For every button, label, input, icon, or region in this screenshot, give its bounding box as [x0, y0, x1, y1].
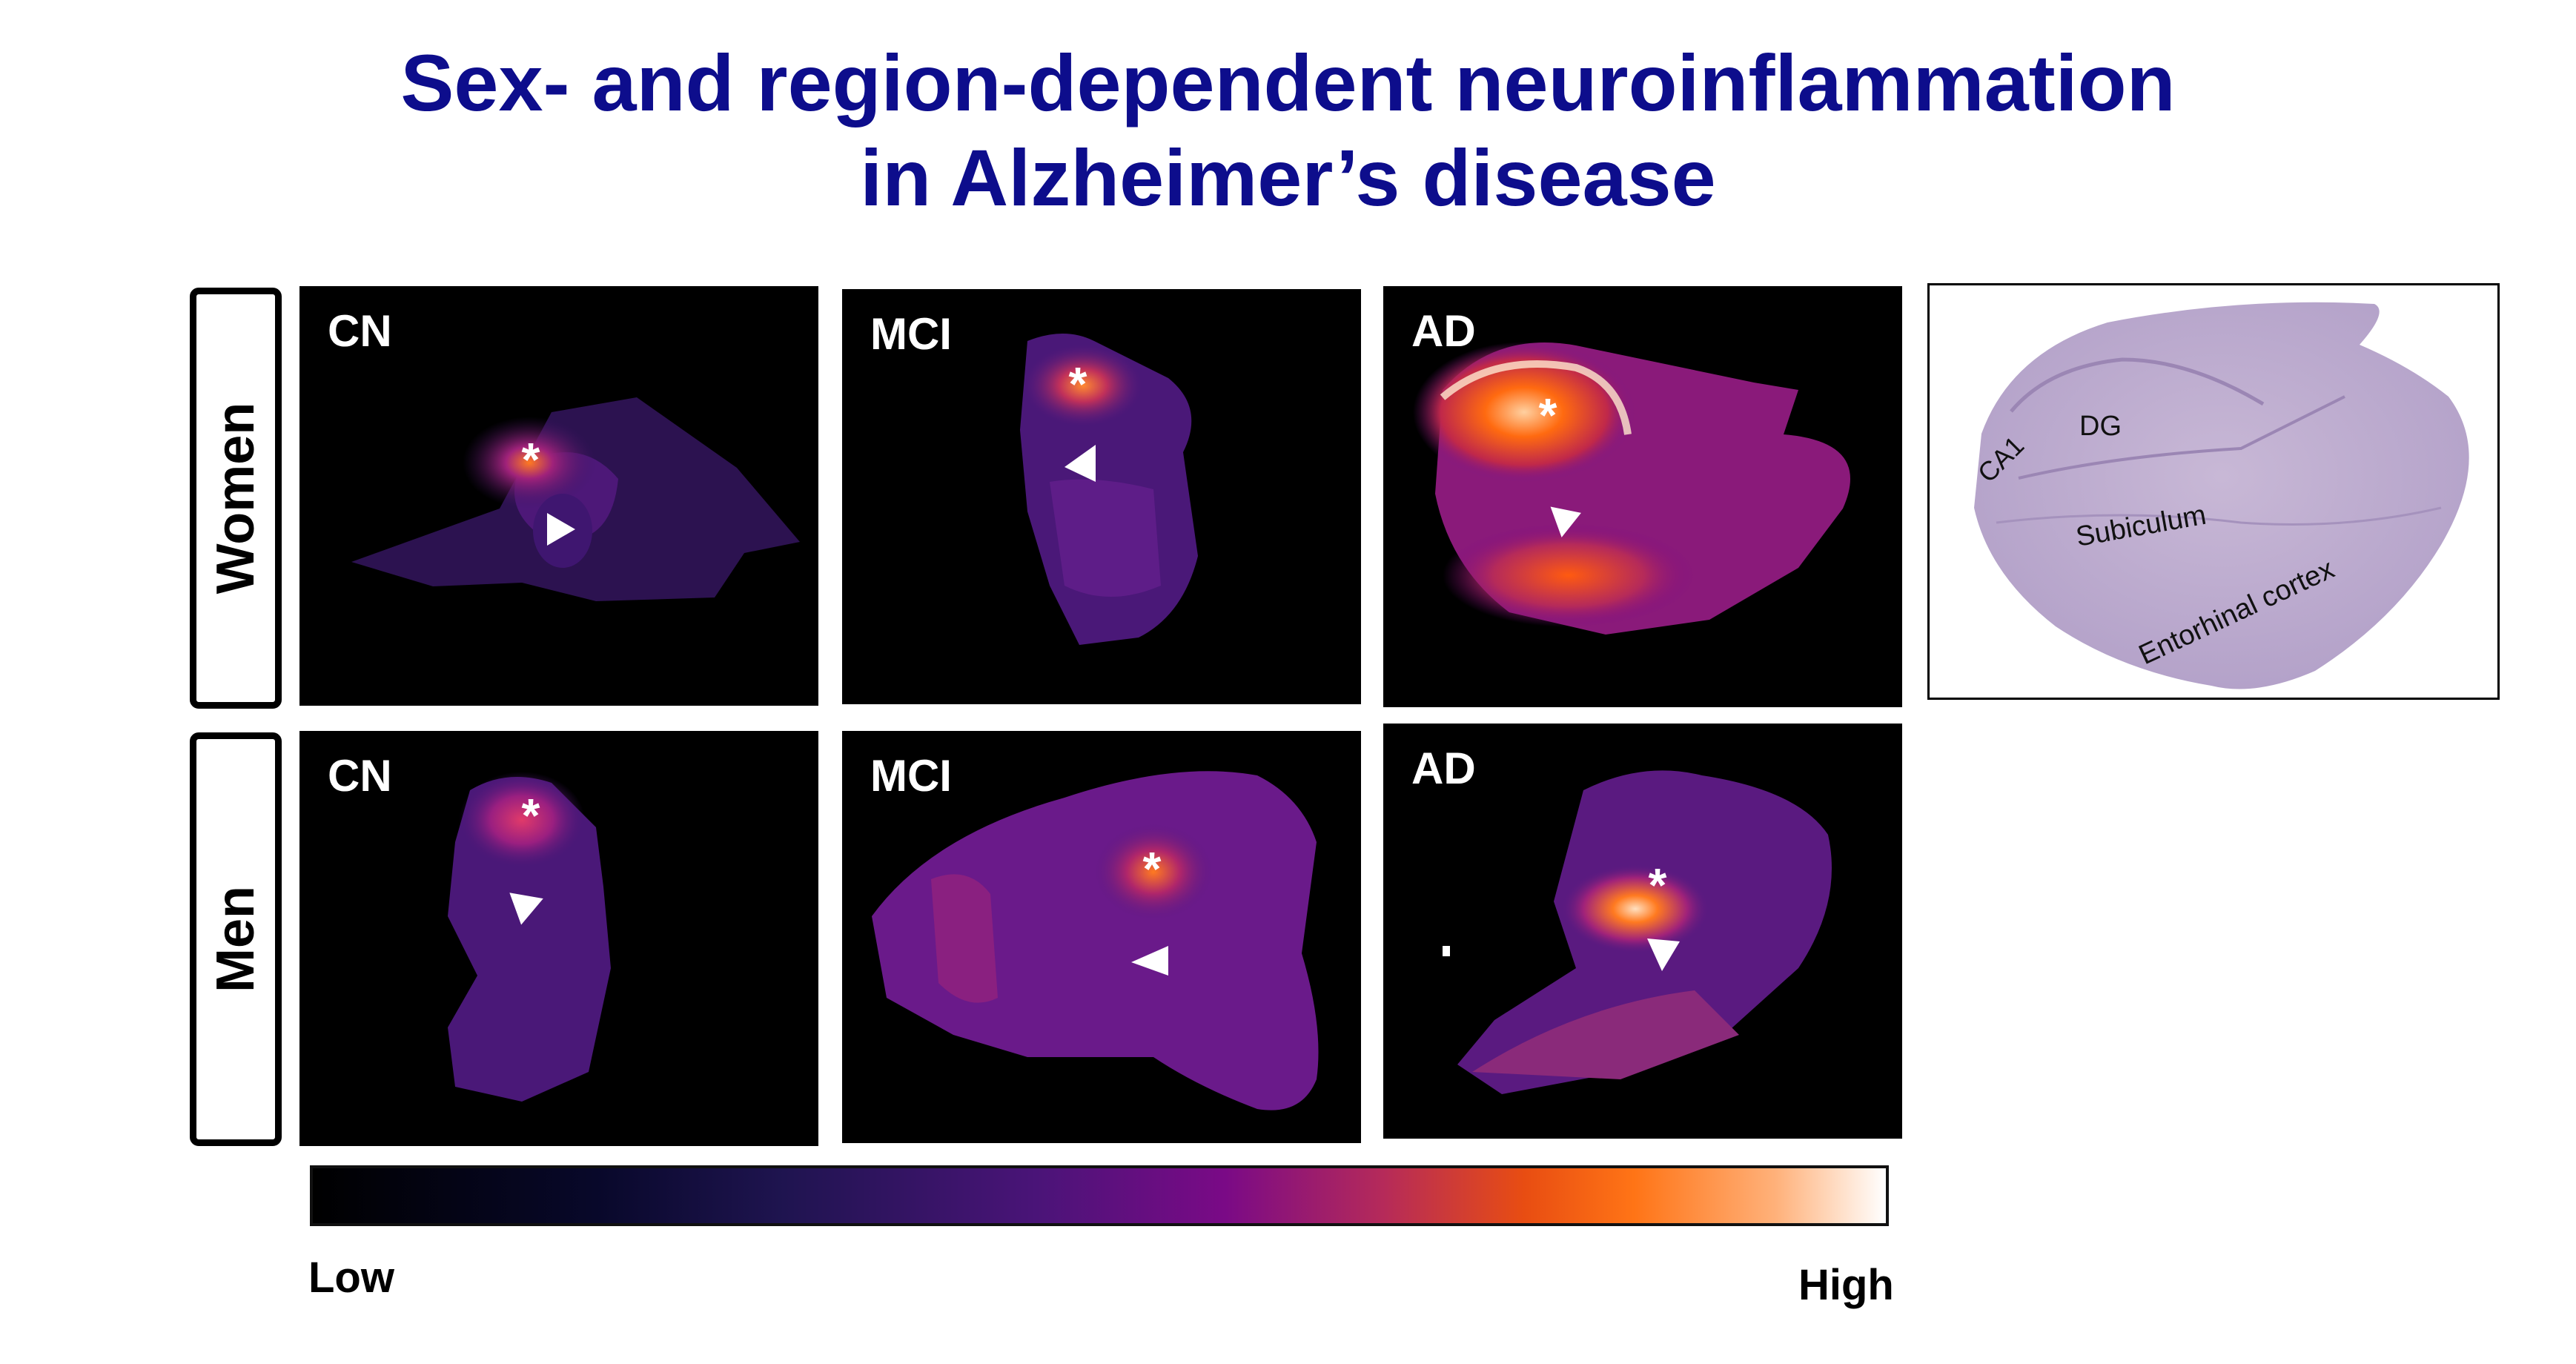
scan-women-ad: *	[1413, 342, 1850, 635]
arrowhead-women-mci	[1064, 445, 1096, 482]
title-line-1: Sex- and region-dependent neuroinflammat…	[400, 38, 2176, 128]
asterisk-women-mci: *	[1069, 357, 1087, 411]
scan-women-cn: *	[351, 397, 800, 601]
colorbar-low-label: Low	[308, 1254, 394, 1302]
panel-men-ad: * AD	[1383, 724, 1902, 1139]
reference-histology-panel: CA1 DG Subiculum Entorhinal cortex	[1927, 283, 2500, 700]
panel-label-women-mci: MCI	[870, 309, 952, 359]
arrowhead-men-ad	[1647, 938, 1680, 971]
scan-men-cn: *	[448, 772, 611, 1102]
scan-men-ad: *	[1443, 770, 1832, 1094]
panel-label-women-cn: CN	[328, 306, 392, 356]
panel-men-mci: * MCI	[842, 731, 1361, 1143]
asterisk-men-mci: *	[1143, 842, 1162, 895]
panel-women-mci: * MCI	[842, 289, 1361, 704]
panel-women-ad: * AD	[1383, 286, 1902, 707]
colorbar-high-label: High	[1798, 1261, 1894, 1309]
panel-men-cn: * CN	[299, 731, 818, 1146]
artifact-dot	[1443, 946, 1450, 956]
row-label-men: Men	[190, 732, 282, 1146]
row-label-men-text: Men	[206, 886, 265, 993]
arrowhead-women-cn	[547, 513, 575, 546]
panel-label-men-mci: MCI	[870, 751, 952, 801]
reference-section-image: CA1 DG Subiculum Entorhinal cortex	[1972, 302, 2469, 689]
panel-label-men-cn: CN	[328, 751, 392, 801]
asterisk-men-cn: *	[522, 789, 540, 842]
arrowhead-men-mci	[1131, 946, 1168, 976]
scan-men-mci: *	[872, 771, 1319, 1110]
asterisk-women-ad: *	[1539, 388, 1557, 442]
figure-title: Sex- and region-dependent neuroinflammat…	[0, 36, 2576, 225]
panel-women-cn: * CN	[299, 286, 818, 706]
panel-label-women-ad: AD	[1411, 306, 1476, 356]
asterisk-women-cn: *	[522, 433, 540, 486]
intensity-colorbar	[310, 1165, 1889, 1226]
row-label-women: Women	[190, 288, 282, 709]
panel-label-men-ad: AD	[1411, 744, 1476, 793]
label-dg: DG	[2079, 411, 2122, 442]
arrowhead-men-cn	[509, 893, 543, 925]
asterisk-men-ad: *	[1649, 858, 1667, 912]
arrowhead-women-ad	[1550, 506, 1581, 537]
scan-women-mci: *	[1020, 334, 1198, 645]
row-label-women-text: Women	[206, 402, 265, 595]
title-line-2: in Alzheimer’s disease	[860, 133, 1716, 222]
